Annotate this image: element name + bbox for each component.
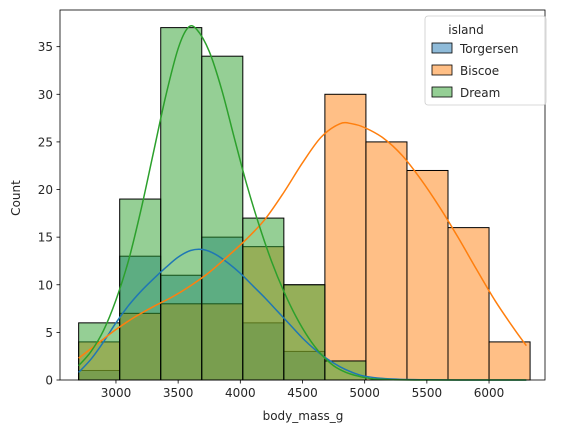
- legend-items: Torgersen Biscoe Dream: [431, 42, 519, 100]
- histogram-bars: [78, 27, 531, 381]
- bar-dream-1: [119, 198, 162, 381]
- bar-biscoe-7: [365, 141, 408, 381]
- kde-line-dream: [78, 25, 527, 381]
- y-tick-label: 0: [45, 374, 53, 388]
- kde-line-biscoe: [78, 121, 527, 359]
- x-tick-label: 4500: [287, 386, 318, 400]
- legend-label-biscoe: Biscoe: [460, 64, 499, 78]
- y-tick-label: 35: [38, 40, 53, 54]
- y-tick-label: 20: [38, 183, 53, 197]
- y-tick-label: 15: [38, 231, 53, 245]
- kde-line-torgersen: [78, 248, 527, 381]
- bar-dream-3: [201, 55, 244, 381]
- legend-swatch-dream: [431, 86, 453, 98]
- y-tick-label: 25: [38, 135, 53, 149]
- x-axis-label: body_mass_g: [263, 409, 344, 423]
- y-tick-label: 5: [45, 326, 53, 340]
- x-axis-ticks: 3000 3500 4000 4500 5000 5500 6000: [101, 380, 505, 400]
- x-tick-label: 3500: [163, 386, 194, 400]
- bar-dream-2: [160, 27, 203, 381]
- legend-title: island: [448, 23, 484, 37]
- legend-swatch-torgersen: [431, 42, 453, 54]
- legend-swatch-biscoe: [431, 64, 453, 76]
- x-tick-label: 4000: [225, 386, 256, 400]
- bar-biscoe-10: [488, 341, 531, 381]
- y-tick-label: 30: [38, 88, 53, 102]
- bar-biscoe-9: [447, 227, 490, 381]
- legend-box: [424, 15, 547, 106]
- kde-curves: [78, 25, 527, 381]
- x-tick-label: 6000: [474, 386, 505, 400]
- bar-biscoe-8: [406, 169, 449, 381]
- legend-label-dream: Dream: [460, 86, 500, 100]
- legend: island Torgersen Biscoe Dream: [424, 15, 547, 106]
- y-axis-label: Count: [9, 180, 23, 216]
- y-axis-ticks: 0 5 10 15 20 25 30 35: [38, 40, 60, 388]
- bar-dream-4: [242, 217, 285, 381]
- bar-biscoe-6: [324, 93, 367, 381]
- legend-label-torgersen: Torgersen: [459, 42, 519, 56]
- x-tick-label: 5500: [412, 386, 443, 400]
- y-tick-label: 10: [38, 278, 53, 292]
- x-tick-label: 3000: [101, 386, 132, 400]
- x-tick-label: 5000: [349, 386, 380, 400]
